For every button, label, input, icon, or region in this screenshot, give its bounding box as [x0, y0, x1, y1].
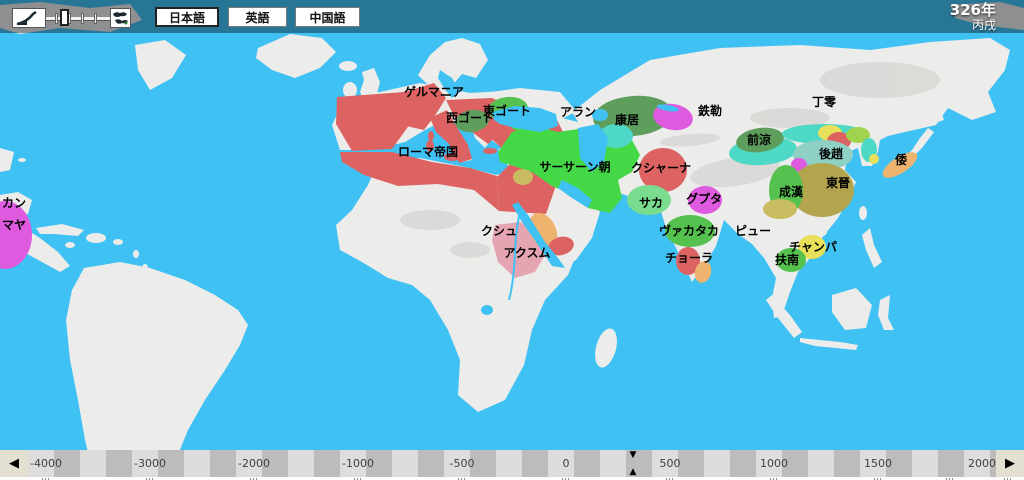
- region-rome-north-africa: [340, 152, 499, 211]
- bottom-strip-mark: [354, 478, 362, 480]
- timeline-tick-label: -500: [449, 457, 475, 470]
- world-map-icon[interactable]: [110, 8, 131, 28]
- region-kushan: [639, 148, 687, 192]
- region-yemen: [548, 236, 574, 256]
- empire-regions: [0, 83, 918, 283]
- region-sri-lanka: [694, 261, 712, 283]
- timeline-prev-button[interactable]: ◀: [0, 450, 28, 477]
- bottom-strip-mark: [146, 478, 154, 480]
- marker-down-triangle-icon: ▼: [629, 450, 637, 460]
- region-rome-sicily: [444, 153, 460, 161]
- zoom-control: [12, 7, 134, 29]
- zoom-slider-track[interactable]: [46, 13, 110, 24]
- inland-seas: [438, 70, 679, 315]
- region-champa: [798, 235, 826, 259]
- region-yunnan: [763, 199, 797, 219]
- bottom-strip-mark: [946, 478, 954, 480]
- timeline-tick-label: -3000: [134, 457, 166, 470]
- region-silla: [869, 154, 879, 164]
- region-maya: [0, 201, 32, 269]
- region-visigoths: [455, 109, 489, 133]
- bottom-strip-mark: [42, 478, 50, 480]
- marker-up-triangle-icon: ▲: [629, 467, 637, 477]
- timeline-tick-label: -1000: [342, 457, 374, 470]
- bottom-strip-mark: [562, 478, 570, 480]
- bottom-strip-mark: [666, 478, 674, 480]
- curve-zoom-in-icon[interactable]: [12, 8, 46, 28]
- region-eastern-jin: [790, 163, 854, 217]
- timeline-slider[interactable]: ◀ ▶ ▼ ▲ -4000 -3000 -2000 -1000 -500 0 500 1000…: [0, 450, 1024, 477]
- current-year-label: 326年: [949, 1, 996, 19]
- timeline-tick-label: -4000: [30, 457, 62, 470]
- bottom-strip-mark: [770, 478, 778, 480]
- region-khwarezm: [599, 124, 633, 148]
- region-gupta: [688, 186, 722, 214]
- region-tiele-area: [653, 103, 693, 131]
- year-display: 326年 丙戌: [950, 2, 996, 32]
- region-wa: [882, 152, 918, 178]
- timeline-next-button[interactable]: ▶: [996, 450, 1024, 477]
- region-later-zhao: [793, 140, 853, 170]
- region-chola: [676, 247, 700, 275]
- region-rome-crete: [483, 148, 497, 154]
- language-button-english[interactable]: 英語: [228, 7, 287, 27]
- region-rome-gaul: [398, 83, 446, 130]
- region-rome-sardinia: [426, 140, 434, 152]
- zoom-slider-handle[interactable]: [60, 9, 69, 26]
- header-bar: 日本語 英語 中国語 326年 丙戌: [0, 0, 1024, 33]
- bottom-strip-mark: [1004, 478, 1012, 480]
- timeline-bottom-strip: [0, 477, 1024, 480]
- bottom-strip-mark: [874, 478, 882, 480]
- bottom-strip-mark: [458, 478, 466, 480]
- region-lakhmid: [513, 169, 533, 185]
- language-button-chinese[interactable]: 中国語: [295, 7, 360, 27]
- timeline-tick-label: 1000: [760, 457, 788, 470]
- language-button-japanese[interactable]: 日本語: [155, 7, 219, 27]
- region-funan: [776, 248, 806, 272]
- region-rome-iberia: [336, 92, 410, 151]
- region-rome-corsica: [428, 131, 434, 141]
- region-rome-italy: [430, 110, 472, 163]
- timeline-tick-label: 1500: [864, 457, 892, 470]
- region-former-liang: [736, 127, 784, 153]
- timeline-tick-label: -2000: [238, 457, 270, 470]
- sexagenary-cycle-label: 丙戌: [971, 18, 996, 32]
- timeline-tick-label: 2000: [968, 457, 996, 470]
- timeline-tick-label: 500: [659, 457, 681, 470]
- timeline-current-year-marker[interactable]: ▼ ▲: [623, 450, 643, 477]
- region-saka: [627, 185, 671, 215]
- region-buyeo: [846, 127, 870, 143]
- timeline-tick-label: 0: [562, 457, 570, 470]
- region-vakataka: [665, 215, 715, 247]
- bottom-strip-mark: [250, 478, 258, 480]
